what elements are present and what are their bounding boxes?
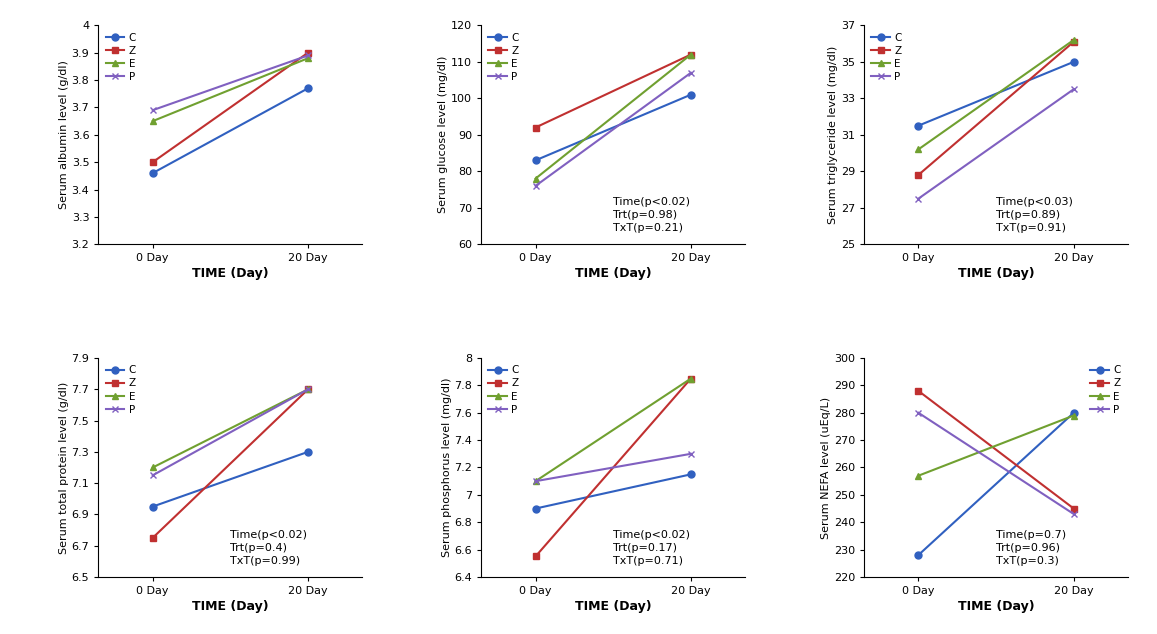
- P: [529, 182, 543, 190]
- Y-axis label: Serum phosphorus level (mg/dl): Serum phosphorus level (mg/dl): [442, 378, 451, 557]
- Text: Time(p<0.03)
Trt(p=0.89)
TxT(p=0.91): Time(p<0.03) Trt(p=0.89) TxT(p=0.91): [996, 197, 1073, 233]
- Line: P: P: [149, 386, 311, 479]
- Line: C: C: [149, 448, 311, 510]
- X-axis label: TIME (Day): TIME (Day): [192, 600, 268, 613]
- Line: C: C: [532, 471, 694, 512]
- X-axis label: TIME (Day): TIME (Day): [575, 268, 651, 280]
- Line: P: P: [149, 52, 311, 113]
- Line: E: E: [915, 37, 1077, 153]
- C: [912, 551, 926, 559]
- Text: Time(p<0.02)
Trt(p=0.98)
TxT(p=0.21): Time(p<0.02) Trt(p=0.98) TxT(p=0.21): [613, 197, 691, 233]
- Z: [684, 51, 698, 58]
- P: [1067, 86, 1081, 93]
- Line: P: P: [915, 410, 1077, 517]
- Line: C: C: [915, 410, 1077, 559]
- P: [684, 69, 698, 77]
- C: [684, 470, 698, 478]
- E: [146, 117, 160, 125]
- P: [912, 409, 926, 417]
- P: [146, 472, 160, 479]
- Legend: C, Z, E, P: C, Z, E, P: [1089, 363, 1122, 417]
- E: [684, 51, 698, 58]
- Z: [301, 385, 315, 393]
- Line: E: E: [915, 412, 1077, 479]
- P: [912, 195, 926, 202]
- Line: Z: Z: [149, 49, 311, 165]
- C: [529, 157, 543, 164]
- Line: E: E: [149, 55, 311, 125]
- Text: Time(p=0.7)
Trt(p=0.96)
TxT(p=0.3): Time(p=0.7) Trt(p=0.96) TxT(p=0.3): [996, 529, 1067, 566]
- Z: [146, 534, 160, 541]
- Y-axis label: Serum total protein level (g/dl): Serum total protein level (g/dl): [59, 382, 68, 553]
- Line: P: P: [915, 86, 1077, 202]
- E: [684, 375, 698, 382]
- Z: [1067, 505, 1081, 512]
- Legend: C, Z, E, P: C, Z, E, P: [486, 363, 521, 417]
- Line: E: E: [149, 386, 311, 471]
- Y-axis label: Serum albumin level (g/dl): Serum albumin level (g/dl): [59, 60, 68, 209]
- Legend: C, Z, E, P: C, Z, E, P: [486, 30, 521, 84]
- Z: [146, 158, 160, 166]
- Line: E: E: [532, 51, 694, 182]
- P: [529, 477, 543, 485]
- Z: [912, 171, 926, 179]
- E: [146, 463, 160, 471]
- C: [684, 91, 698, 98]
- Y-axis label: Serum NEFA level (uEq/L): Serum NEFA level (uEq/L): [821, 396, 831, 538]
- E: [301, 385, 315, 393]
- Line: P: P: [532, 69, 694, 190]
- Line: Z: Z: [915, 38, 1077, 178]
- P: [1067, 510, 1081, 518]
- Legend: C, Z, E, P: C, Z, E, P: [104, 363, 138, 417]
- Legend: C, Z, E, P: C, Z, E, P: [869, 30, 904, 84]
- X-axis label: TIME (Day): TIME (Day): [575, 600, 651, 613]
- P: [684, 450, 698, 458]
- C: [146, 169, 160, 177]
- P: [301, 385, 315, 393]
- Z: [529, 124, 543, 131]
- E: [529, 175, 543, 183]
- Z: [301, 49, 315, 56]
- E: [912, 146, 926, 153]
- Text: Time(p<0.02)
Trt(p=0.4)
TxT(p=0.99): Time(p<0.02) Trt(p=0.4) TxT(p=0.99): [230, 529, 308, 566]
- Legend: C, Z, E, P: C, Z, E, P: [104, 30, 138, 84]
- P: [301, 51, 315, 59]
- X-axis label: TIME (Day): TIME (Day): [192, 268, 268, 280]
- C: [301, 448, 315, 456]
- E: [912, 472, 926, 479]
- Line: P: P: [532, 450, 694, 484]
- Y-axis label: Serum glucose level (mg/dl): Serum glucose level (mg/dl): [439, 56, 448, 214]
- C: [529, 505, 543, 512]
- C: [912, 122, 926, 129]
- E: [1067, 411, 1081, 419]
- P: [146, 107, 160, 114]
- C: [1067, 58, 1081, 66]
- Text: Time(p<0.02)
Trt(p=0.17)
TxT(p=0.71): Time(p<0.02) Trt(p=0.17) TxT(p=0.71): [613, 529, 691, 566]
- E: [1067, 36, 1081, 44]
- C: [146, 503, 160, 510]
- Line: Z: Z: [532, 51, 694, 131]
- Line: C: C: [532, 91, 694, 164]
- Z: [1067, 38, 1081, 46]
- Line: Z: Z: [915, 387, 1077, 512]
- X-axis label: TIME (Day): TIME (Day): [958, 600, 1034, 613]
- C: [301, 84, 315, 92]
- E: [301, 55, 315, 62]
- X-axis label: TIME (Day): TIME (Day): [958, 268, 1034, 280]
- Line: C: C: [149, 85, 311, 177]
- C: [1067, 409, 1081, 417]
- Z: [912, 387, 926, 395]
- E: [529, 477, 543, 485]
- Y-axis label: Serum triglyceride level (mg/dl): Serum triglyceride level (mg/dl): [828, 46, 838, 224]
- Line: Z: Z: [149, 386, 311, 541]
- Line: E: E: [532, 375, 694, 484]
- Line: C: C: [915, 58, 1077, 129]
